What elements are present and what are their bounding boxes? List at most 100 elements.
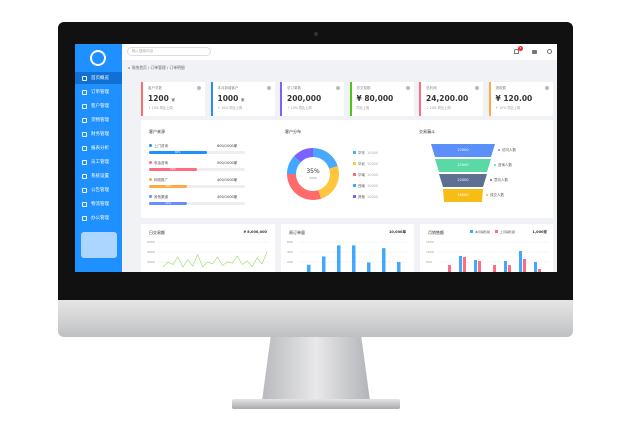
funnel-stage[interactable]: 22000 — [431, 144, 495, 157]
weekly-bar[interactable] — [337, 245, 341, 272]
sidebar-item[interactable]: 公告管理 — [75, 184, 122, 196]
stat-unit: 家 — [241, 98, 245, 102]
y-tick-label: 1000 — [426, 250, 434, 254]
stat-title: 退款额 — [495, 86, 507, 90]
sidebar-item[interactable]: 财务管理 — [75, 128, 122, 140]
weekly-bar[interactable] — [367, 262, 371, 272]
funnel-stage[interactable]: 22000 — [435, 159, 491, 172]
menu-icon — [82, 89, 87, 95]
monthly-bar[interactable] — [478, 261, 481, 272]
info-icon[interactable] — [197, 86, 201, 90]
sidebar-item-label: 办公管理 — [91, 216, 109, 221]
info-icon[interactable] — [544, 86, 549, 90]
search-input[interactable]: 输入搜索内容 — [127, 47, 211, 56]
sidebar-item[interactable]: 物流管理 — [75, 198, 122, 210]
sidebar-item[interactable]: 系统设置 — [75, 170, 122, 182]
sidebar-item-label: 财务管理 — [91, 132, 109, 137]
menu-icon — [82, 187, 87, 193]
y-tick-label: 400 — [287, 250, 293, 254]
weekly-bar[interactable] — [397, 262, 401, 272]
monthly-bar[interactable] — [523, 259, 526, 272]
donut-slice[interactable] — [287, 156, 301, 174]
monthly-bar[interactable] — [448, 265, 451, 272]
monthly-bar[interactable] — [508, 265, 511, 272]
monthly-bar[interactable] — [538, 269, 541, 272]
weekly-bar[interactable] — [382, 248, 386, 272]
sidebar-item[interactable]: 办公管理 — [75, 212, 122, 224]
menu-icon — [82, 201, 87, 207]
sidebar-item[interactable]: 员工管理 — [75, 156, 122, 168]
distribution-legend-item: 华东 10000 — [353, 151, 378, 156]
monthly-bar[interactable] — [504, 261, 507, 272]
stat-card: 客户总数 1200 家 ↑ 10% 同比上周 — [141, 82, 205, 116]
sidebar-item-label: 首页概览 — [91, 76, 109, 81]
menu-icon — [82, 75, 87, 81]
breadcrumb: ⌂ 系统首页 / 订单管理 / 订单明细 — [128, 65, 185, 70]
notification-badge: 5 — [518, 46, 523, 51]
stat-change: ↑ 10% 同比上周 — [287, 106, 312, 110]
weekly-title: 周订单量 — [289, 230, 305, 235]
source-progress: 40% — [149, 202, 245, 205]
stat-value: 200,000 — [287, 94, 322, 103]
donut-slice[interactable] — [313, 148, 338, 169]
weekly-bar[interactable] — [307, 264, 311, 272]
breadcrumb-item[interactable]: 订单管理 — [150, 65, 166, 70]
legend-previous: 上月销售额 — [495, 230, 515, 234]
y-tick-label: 5000 — [147, 240, 155, 244]
lock-icon[interactable] — [532, 50, 537, 54]
sidebar-item[interactable]: 首页概览 — [75, 72, 122, 84]
logo-icon — [90, 50, 106, 66]
stat-change: 同比上周 — [356, 106, 370, 110]
monitor-stand — [262, 337, 370, 401]
notification-bell-icon[interactable] — [514, 49, 519, 54]
y-tick-label: 1500 — [426, 240, 434, 244]
source-count: 600/1000家 — [217, 144, 238, 148]
daily-line-chart: 5000 4000 3000 — [147, 240, 269, 268]
monthly-bar[interactable] — [493, 265, 496, 272]
stat-title: 总交易额 — [356, 86, 371, 90]
daily-total: ¥ 8,000,000 — [243, 230, 267, 234]
weekly-bar[interactable] — [352, 245, 356, 272]
info-icon[interactable] — [266, 86, 271, 90]
gear-icon[interactable] — [547, 49, 552, 54]
stat-title: 总订单数 — [287, 86, 301, 90]
middle-panel: 客户来源 上门咨询 600/1000家 60% 电话咨询 500/1000家 50% 网络推… — [141, 120, 553, 218]
source-label: 上门咨询 — [149, 144, 168, 149]
info-icon[interactable] — [336, 86, 340, 90]
stat-card: 退款额 ¥ 120.00 ↑ 10% 同比上周 — [488, 82, 553, 116]
monthly-bar[interactable] — [519, 251, 522, 272]
donut-slice[interactable] — [318, 165, 339, 199]
donut-slice[interactable] — [287, 174, 322, 200]
stat-title: 本月新增客户 — [217, 86, 239, 90]
breadcrumb-item[interactable]: 系统首页 — [131, 65, 147, 70]
source-label: 电话咨询 — [149, 161, 168, 166]
distribution-legend-item: 西南 10000 — [353, 184, 378, 189]
monthly-bar-chart: 1500 1000 500 — [426, 240, 548, 272]
y-tick-label: 600 — [287, 240, 293, 244]
monthly-bar[interactable] — [459, 256, 462, 272]
sidebar-item[interactable]: 报表分析 — [75, 142, 122, 154]
weekly-bar[interactable] — [322, 256, 326, 272]
monthly-bar[interactable] — [463, 257, 466, 272]
menu-icon — [82, 173, 87, 179]
sidebar-item[interactable]: 订单管理 — [75, 86, 122, 98]
donut-slice[interactable] — [294, 148, 313, 163]
funnel-stage[interactable]: 22000 — [439, 174, 487, 187]
stat-change: ↑ 10% 同比上周 — [217, 106, 243, 110]
info-icon[interactable] — [405, 86, 410, 90]
daily-panel: 日交易额 ¥ 8,000,000 5000 4000 3000 — [141, 224, 275, 272]
monthly-bar[interactable] — [534, 262, 537, 272]
info-icon[interactable] — [475, 86, 479, 90]
menu-icon — [82, 145, 87, 151]
source-count: 500/1000家 — [217, 161, 238, 165]
donut-center-value: 35% — [306, 168, 320, 175]
illustration — [81, 232, 117, 258]
funnel-stage[interactable]: 16000 — [443, 189, 483, 202]
dashboard-screen: 首页概览 订单管理 客户管理 货物管理 财务管理 报表分析 员工管理 系统设置 公告管理 物流管理… — [75, 44, 557, 272]
y-tick-label: 200 — [287, 260, 293, 264]
top-header: 输入搜索内容 5 — [122, 44, 557, 60]
stat-change: ↑ 10% 同比上周 — [495, 106, 521, 110]
sidebar-item[interactable]: 货物管理 — [75, 114, 122, 126]
monthly-bar[interactable] — [474, 260, 477, 272]
sidebar-item[interactable]: 客户管理 — [75, 100, 122, 112]
